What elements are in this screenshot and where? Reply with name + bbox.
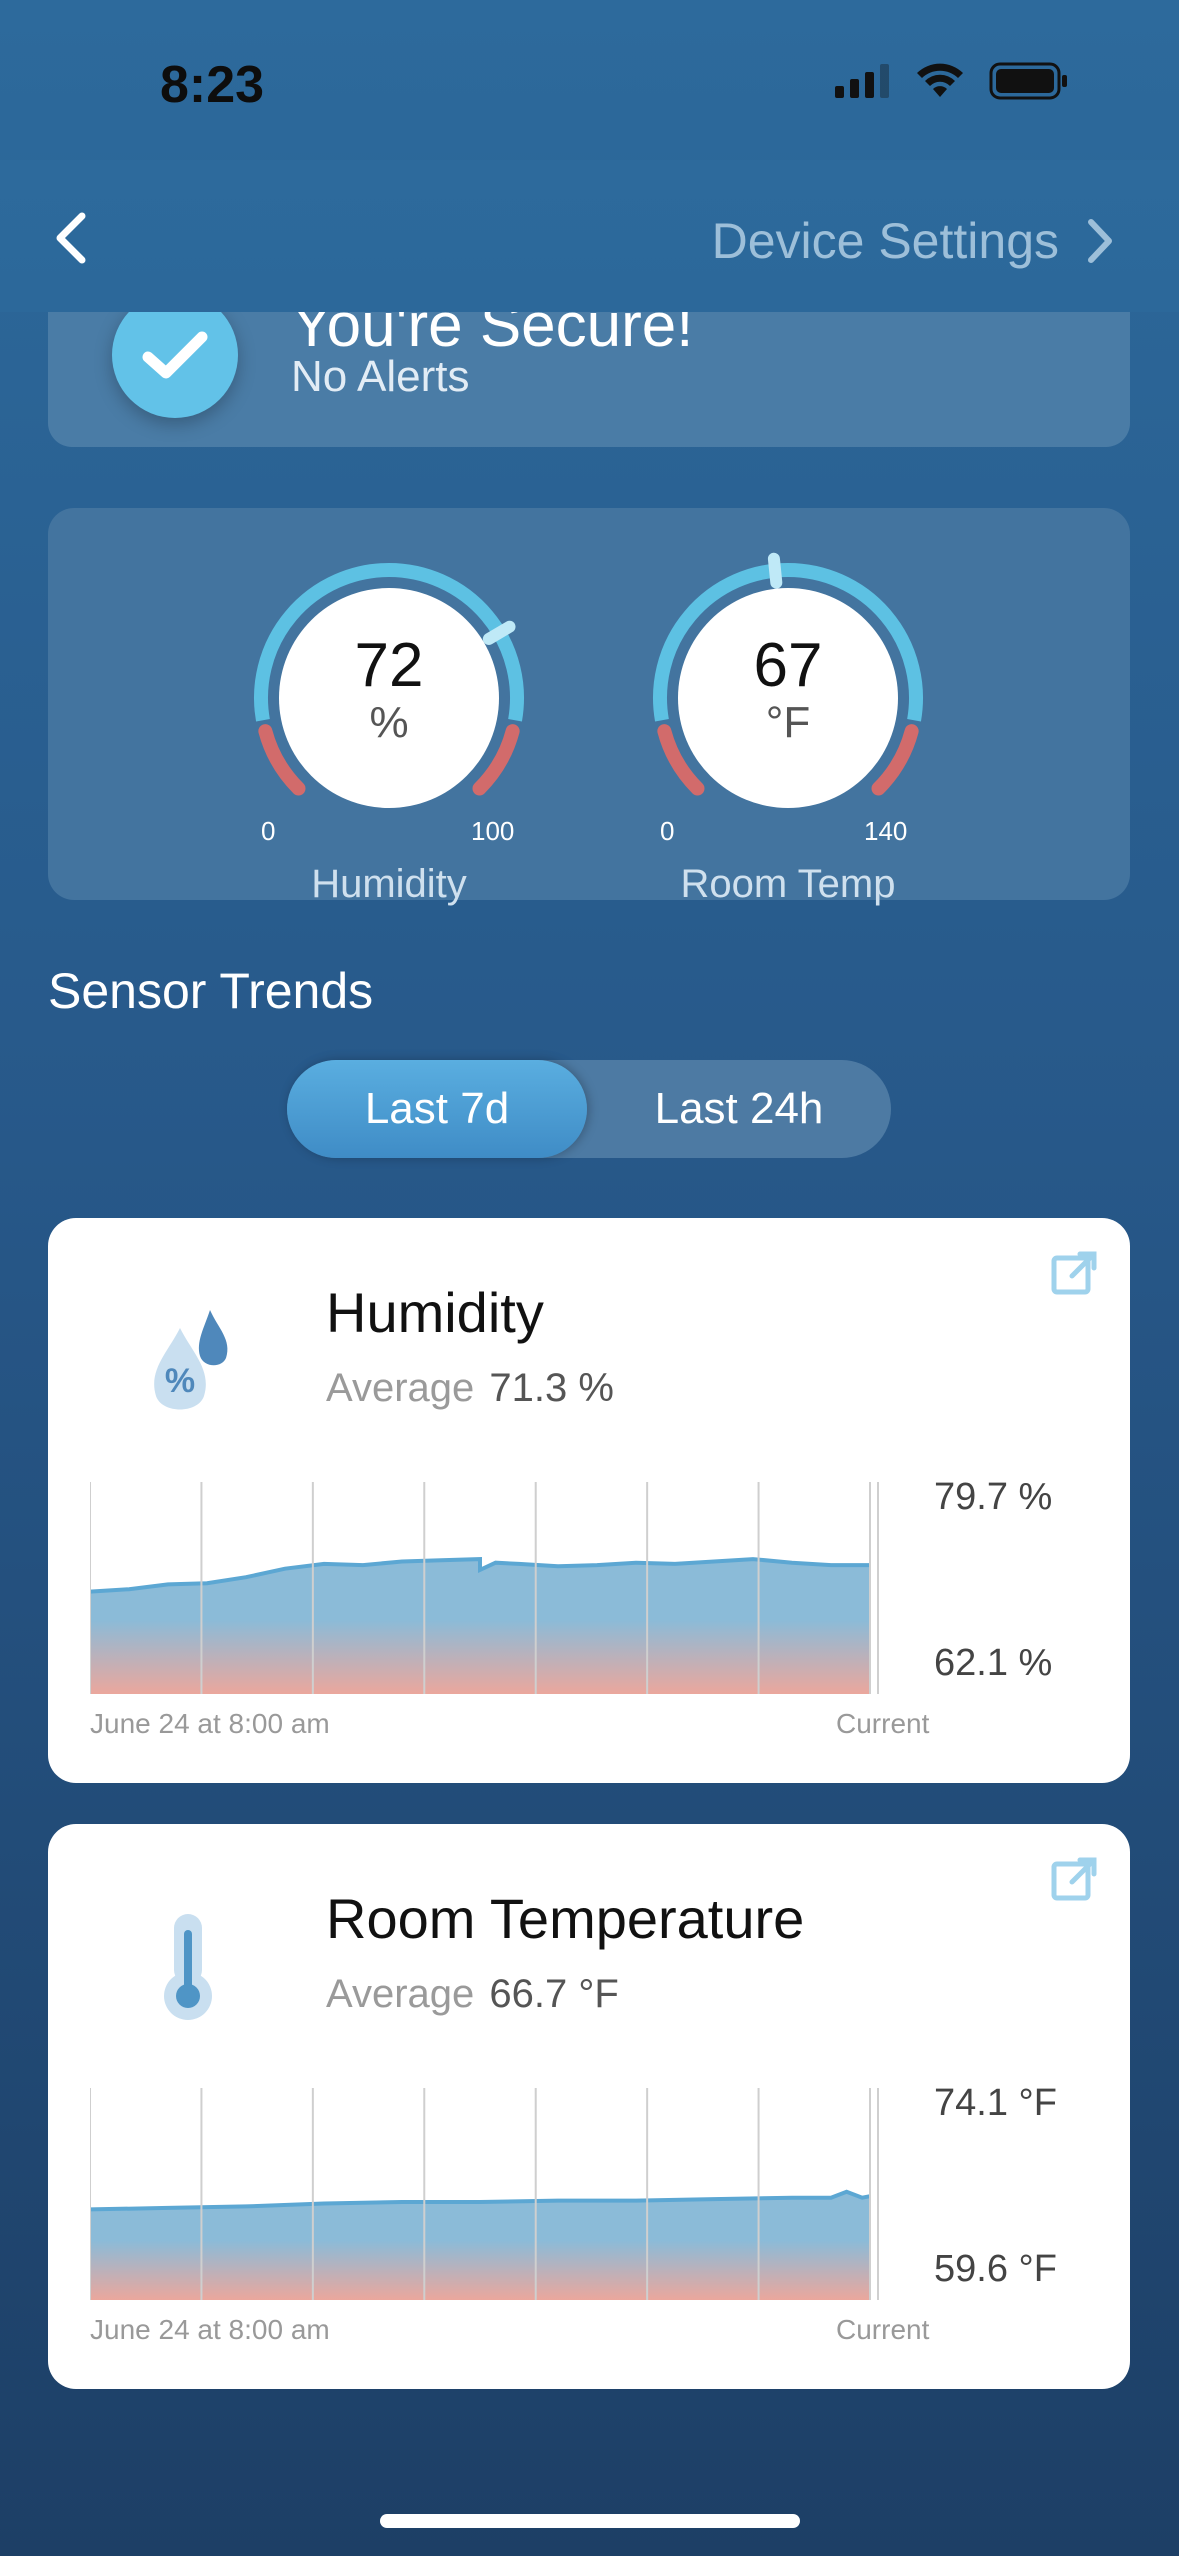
thermometer-icon [164,1914,212,2020]
security-subtitle: No Alerts [291,352,470,401]
time-range-toggle: Last 24h Last 7d [287,1060,891,1158]
gauge-normal-segment [254,563,524,722]
average-label: Average [326,1972,475,2016]
status-time: 8:23 [160,56,265,114]
device-settings-label: Device Settings [711,213,1059,269]
average-label: Average [326,1366,475,1410]
x-start-label: June 24 at 8:00 am [90,2314,330,2345]
room-temp-label: Room Temp [680,862,896,906]
humidity-gauge[interactable]: 72 % 0 100 Humidity [239,548,539,906]
gauge-face [279,588,499,808]
security-status-card[interactable]: You're Secure! No Alerts [48,312,1130,447]
x-start-label: June 24 at 8:00 am [90,1708,330,1739]
device-settings-link[interactable]: Device Settings [712,212,1115,270]
chart-line [90,2189,871,2212]
chevron-left-icon [56,212,86,264]
room-temp-gauge[interactable]: 67 °F 0 140 Room Temp [638,548,938,906]
room-temp-value: 67 [753,631,823,700]
tab-last-24h[interactable]: Last 24h [654,1084,824,1133]
average-text: Average 66.7 °F [326,1972,619,2017]
humidity-max: 100 [471,816,515,846]
chart-area [90,2191,870,2300]
room-temp-max: 140 [864,816,908,846]
gauge-indicator [767,552,783,589]
check-icon [112,312,238,418]
gauge-low-segment [258,724,306,796]
y-max-label: 74.1 °F [934,2082,1057,2124]
gauge-low-segment [657,724,705,796]
humidity-trend-card[interactable]: % Humidity Average 71.3 % 79.7 % 62.1 % … [48,1218,1130,1783]
signal-icon [835,64,889,98]
gauges-card: 72 % 0 100 Humidity 67 °F 0 140 Room Tem… [48,508,1130,906]
nav-bar [0,160,1179,312]
average-text: Average 71.3 % [326,1366,614,1411]
card-title: Room Temperature [326,1887,805,1950]
tab-last-7d[interactable]: Last 7d [287,1060,587,1158]
humidity-min: 0 [261,816,276,846]
card-title: Humidity [326,1281,544,1344]
battery-icon [989,62,1067,100]
humidity-value: 72 [354,631,424,700]
y-min-label: 62.1 % [934,1642,1053,1684]
gauge-high-segment [871,724,919,796]
humidity-chart [90,1482,879,1694]
x-end-label: Current [836,2314,930,2345]
chart-area [90,1559,870,1694]
status-icons [835,62,1069,100]
average-value: 71.3 % [489,1366,614,1410]
chevron-right-icon [1088,219,1112,263]
average-value: 66.7 °F [489,1972,619,2016]
humidity-drop-icon: % [154,1310,228,1410]
gauge-high-segment [472,724,520,796]
room-temp-min: 0 [660,816,675,846]
x-end-label: Current [836,1708,930,1739]
gauge-normal-segment [653,563,923,722]
gauge-indicator [482,620,516,645]
humidity-unit: % [369,698,409,747]
gauge-face [678,588,898,808]
room-temperature-trend-card[interactable]: Room Temperature Average 66.7 °F 74.1 °F… [48,1824,1130,2389]
room-temp-unit: °F [765,698,811,747]
chart-line [90,1557,870,1594]
wifi-icon [917,63,963,97]
back-button[interactable] [44,208,104,268]
room-temperature-chart [90,2088,879,2300]
humidity-label: Humidity [311,862,467,906]
sensor-trends-title: Sensor Trends [48,963,374,1019]
security-title: You're Secure! [291,312,694,360]
svg-text:%: % [165,1362,195,1400]
y-min-label: 59.6 °F [934,2248,1057,2290]
external-link-icon[interactable] [1050,1248,1100,1298]
y-max-label: 79.7 % [934,1476,1053,1518]
home-indicator[interactable] [380,2514,800,2528]
external-link-icon[interactable] [1050,1854,1100,1904]
